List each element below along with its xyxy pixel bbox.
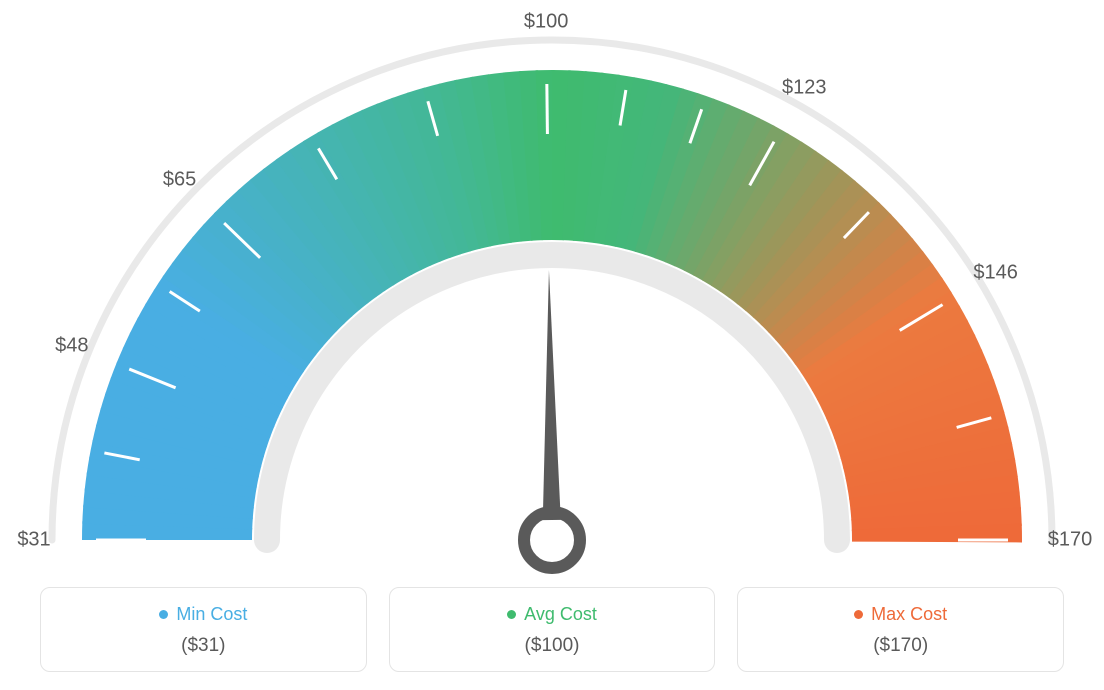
legend-label-max: Max Cost [871,604,947,625]
legend-title-min: Min Cost [159,604,247,625]
legend-card-avg: Avg Cost ($100) [389,587,716,672]
gauge-svg [32,30,1072,590]
gauge-chart: $31 $48 $65 $100 $123 $146 $170 [0,0,1104,570]
legend-dot-max [854,610,863,619]
legend-dot-avg [507,610,516,619]
legend-dot-min [159,610,168,619]
legend-label-avg: Avg Cost [524,604,597,625]
legend-card-min: Min Cost ($31) [40,587,367,672]
legend-value-avg: ($100) [400,635,705,657]
gauge-tick-label: $100 [524,11,569,34]
gauge-tick-label: $48 [55,334,88,357]
gauge-tick-label: $146 [973,261,1018,284]
legend-value-min: ($31) [51,635,356,657]
gauge-tick-label: $65 [163,168,196,191]
gauge-tick-label: $123 [782,76,827,99]
legend-row: Min Cost ($31) Avg Cost ($100) Max Cost … [40,587,1064,672]
gauge-tick-label: $31 [17,529,50,552]
legend-value-max: ($170) [748,635,1053,657]
legend-title-max: Max Cost [854,604,947,625]
legend-card-max: Max Cost ($170) [737,587,1064,672]
gauge-tick-label: $170 [1048,529,1093,552]
legend-label-min: Min Cost [176,604,247,625]
legend-title-avg: Avg Cost [507,604,597,625]
